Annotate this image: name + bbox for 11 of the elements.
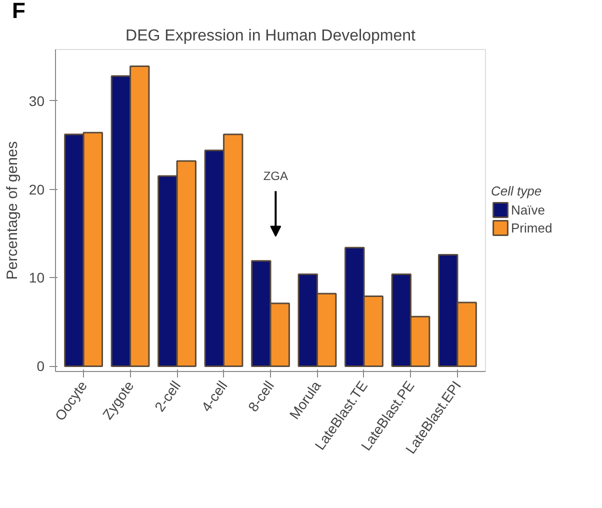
annotation: ZGA [263,169,288,184]
chart-title: DEG Expression in Human Development [126,28,416,44]
y-axis-title: Percentage of genes [4,141,21,280]
y-tick-label: 20 [28,181,45,198]
text: F [12,0,26,23]
y-tick-label: 0 [36,358,45,374]
legend-label: Naïve [511,202,545,217]
legend-label: Primed [511,220,552,235]
y-tick-label: 30 [28,92,45,109]
y-tick-label: 10 [28,270,45,286]
legend-title: Cell type [491,184,543,198]
